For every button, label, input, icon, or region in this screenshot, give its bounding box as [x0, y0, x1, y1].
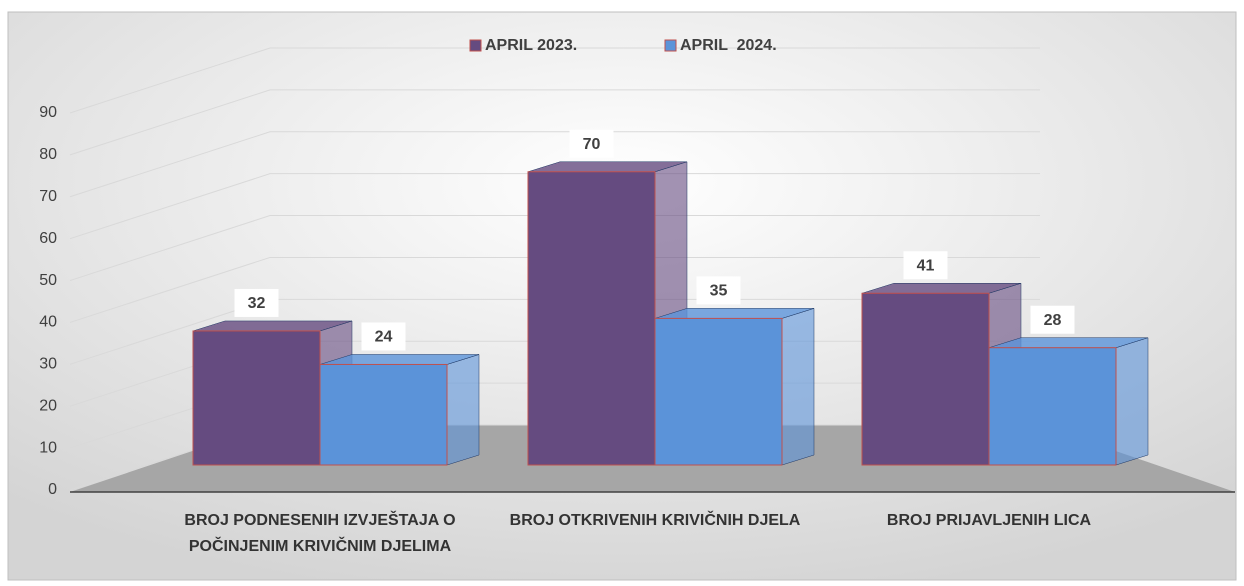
y-tick-label: 70: [39, 188, 57, 205]
y-tick-label: 10: [39, 439, 57, 456]
y-tick-label: 60: [39, 230, 57, 247]
value-label-box: [903, 251, 948, 280]
value-label-box: [361, 322, 406, 351]
grid-line: [69, 47, 1040, 114]
value-label: 28: [1044, 312, 1062, 329]
bar-side: [1115, 337, 1149, 466]
y-tick-label: 50: [39, 272, 57, 289]
value-label-box: [1030, 305, 1075, 334]
legend-swatch: [469, 39, 482, 52]
bar: [654, 317, 783, 466]
value-label: 32: [248, 295, 266, 312]
grid-line: [69, 173, 1040, 240]
value-label: 41: [917, 257, 935, 274]
legend-swatch: [664, 39, 677, 52]
value-label-box: [569, 129, 614, 158]
grid-line: [69, 131, 1040, 198]
grid-line: [69, 215, 1040, 282]
value-label-box: [234, 288, 279, 317]
x-tick-label: BROJ PODNESENIH IZVJEŠTAJA O POČINJENIM …: [184, 512, 456, 555]
bar: [319, 363, 448, 466]
y-tick-label: 20: [39, 397, 57, 414]
legend-label: APRIL 2024.: [680, 37, 777, 54]
x-tick-label: BROJ OTKRIVENIH KRIVIČNIH DJELA: [509, 512, 801, 529]
x-tick-label: BROJ PRIJAVLJENIH LICA: [886, 512, 1092, 529]
grid-line: [69, 256, 1040, 323]
bar: [192, 330, 321, 466]
bar-side: [446, 354, 480, 466]
bar: [861, 292, 990, 466]
bar: [988, 347, 1117, 466]
y-tick-label: 40: [39, 314, 57, 331]
value-label: 24: [375, 329, 393, 346]
y-tick-label: 0: [48, 481, 57, 498]
y-tick-label: 30: [39, 356, 57, 373]
grid-line: [69, 89, 1040, 156]
bar-side: [781, 308, 815, 466]
bar: [527, 171, 656, 466]
y-tick-label: 90: [39, 104, 57, 121]
value-label: 70: [583, 136, 601, 153]
value-label-box: [696, 276, 741, 305]
value-label: 35: [710, 283, 728, 300]
y-tick-label: 80: [39, 146, 57, 163]
legend-label: APRIL 2023.: [485, 37, 577, 54]
